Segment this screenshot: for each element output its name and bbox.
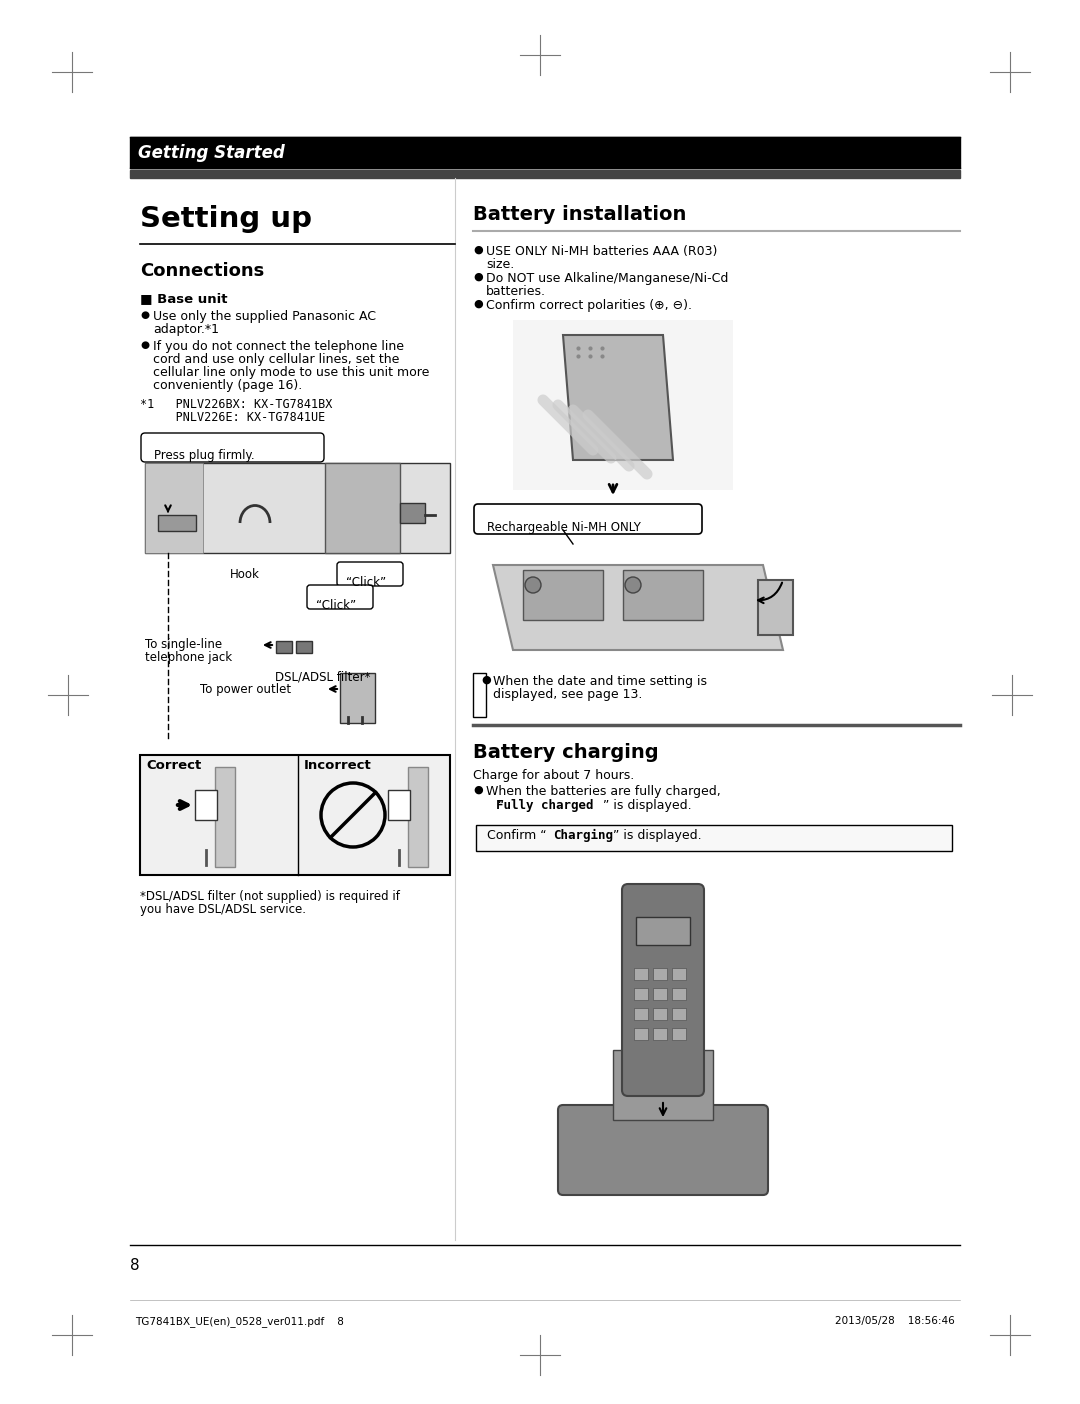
Text: cord and use only cellular lines, set the: cord and use only cellular lines, set th… [153,352,400,366]
Bar [340,673,375,723]
Circle shape [525,577,541,592]
Text: ” is displayed.: ” is displayed. [603,799,691,812]
Bar [634,1028,648,1040]
Bar [636,917,690,945]
Text: “Click”: “Click” [346,576,387,590]
Text: Use only the supplied Panasonic AC: Use only the supplied Panasonic AC [153,310,376,323]
Text: adaptor.*1: adaptor.*1 [153,323,219,336]
Bar [408,767,428,868]
Text: batteries.: batteries. [486,285,546,298]
Text: you have DSL/ADSL service.: you have DSL/ADSL service. [140,903,306,915]
Text: telephone jack: telephone jack [145,651,232,664]
Text: ●: ● [473,785,483,795]
Text: DSL/ADSL filter*: DSL/ADSL filter* [275,670,370,682]
Text: Battery charging: Battery charging [473,743,659,762]
Text: Charging: Charging [553,828,613,842]
Text: ●: ● [473,272,483,282]
Bar [130,170,960,178]
Bar [130,138,960,168]
Text: When the date and time setting is: When the date and time setting is [492,675,707,688]
Bar [145,463,450,553]
Text: ●: ● [473,299,483,309]
Text: Confirm “: Confirm “ [487,828,546,842]
Bar [215,767,235,868]
Text: “: “ [486,799,504,812]
Polygon shape [492,564,783,650]
Bar [140,755,450,875]
Text: Incorrect: Incorrect [303,760,372,772]
Bar [653,988,667,1000]
Bar [276,642,292,653]
Bar [634,988,648,1000]
Bar [523,570,603,621]
FancyBboxPatch shape [307,585,373,609]
Text: cellular line only mode to use this unit more: cellular line only mode to use this unit… [153,366,430,379]
Text: 2013/05/28    18:56:46: 2013/05/28 18:56:46 [835,1316,955,1325]
Bar [145,463,203,553]
Text: ●: ● [481,675,490,685]
Text: Connections: Connections [140,263,265,279]
Text: When the batteries are fully charged,: When the batteries are fully charged, [486,785,720,797]
Bar [195,790,217,820]
FancyBboxPatch shape [337,562,403,585]
Text: Fully charged: Fully charged [496,799,594,812]
Bar [758,580,793,635]
Text: To power outlet: To power outlet [200,682,292,696]
FancyBboxPatch shape [622,885,704,1097]
Circle shape [625,577,642,592]
Text: Setting up: Setting up [140,205,312,233]
Text: displayed, see page 13.: displayed, see page 13. [492,688,643,701]
Text: “Click”: “Click” [316,600,356,612]
Bar [634,967,648,980]
Bar [672,988,686,1000]
Bar [634,1008,648,1019]
FancyBboxPatch shape [476,826,951,851]
Bar [653,1028,667,1040]
Text: PNLV226E: KX-TG7841UE: PNLV226E: KX-TG7841UE [140,411,325,424]
Text: Press plug firmly.: Press plug firmly. [154,449,255,462]
Text: ●: ● [473,246,483,256]
Text: *1   PNLV226BX: KX-TG7841BX: *1 PNLV226BX: KX-TG7841BX [140,397,333,411]
FancyBboxPatch shape [141,432,324,462]
Text: TG7841BX_UE(en)_0528_ver011.pdf    8: TG7841BX_UE(en)_0528_ver011.pdf 8 [135,1316,343,1327]
Text: Confirm correct polarities (⊕, ⊖).: Confirm correct polarities (⊕, ⊖). [486,299,692,312]
Text: Hook: Hook [230,569,260,581]
Bar [613,1050,713,1120]
Text: ●: ● [140,340,149,350]
Text: To single-line: To single-line [145,637,222,651]
Text: conveniently (page 16).: conveniently (page 16). [153,379,302,392]
FancyBboxPatch shape [474,504,702,534]
Bar [325,463,400,553]
Bar [623,570,703,621]
Bar [513,320,733,490]
Text: If you do not connect the telephone line: If you do not connect the telephone line [153,340,404,352]
Text: 8: 8 [130,1258,139,1273]
Bar [672,967,686,980]
Bar [672,1028,686,1040]
Bar [653,1008,667,1019]
Text: size.: size. [486,258,514,271]
Text: Do NOT use Alkaline/Manganese/Ni-Cd: Do NOT use Alkaline/Manganese/Ni-Cd [486,272,728,285]
Polygon shape [563,336,673,461]
Bar [158,515,195,531]
FancyBboxPatch shape [558,1105,768,1195]
Bar [400,503,426,524]
Text: ●: ● [140,310,149,320]
Text: Battery installation: Battery installation [473,205,687,225]
Bar [388,790,410,820]
Text: ” is displayed.: ” is displayed. [613,828,702,842]
Bar [672,1008,686,1019]
Text: USE ONLY Ni-MH batteries AAA (R03): USE ONLY Ni-MH batteries AAA (R03) [486,246,717,258]
Text: Charge for about 7 hours.: Charge for about 7 hours. [473,769,634,782]
Text: ■ Base unit: ■ Base unit [140,292,228,305]
Bar [296,642,312,653]
Bar [653,967,667,980]
FancyBboxPatch shape [473,673,486,717]
Text: Getting Started: Getting Started [138,145,285,161]
Text: *DSL/ADSL filter (not supplied) is required if: *DSL/ADSL filter (not supplied) is requi… [140,890,400,903]
Text: Rechargeable Ni-MH ONLY: Rechargeable Ni-MH ONLY [487,521,640,534]
Text: Correct: Correct [146,760,201,772]
